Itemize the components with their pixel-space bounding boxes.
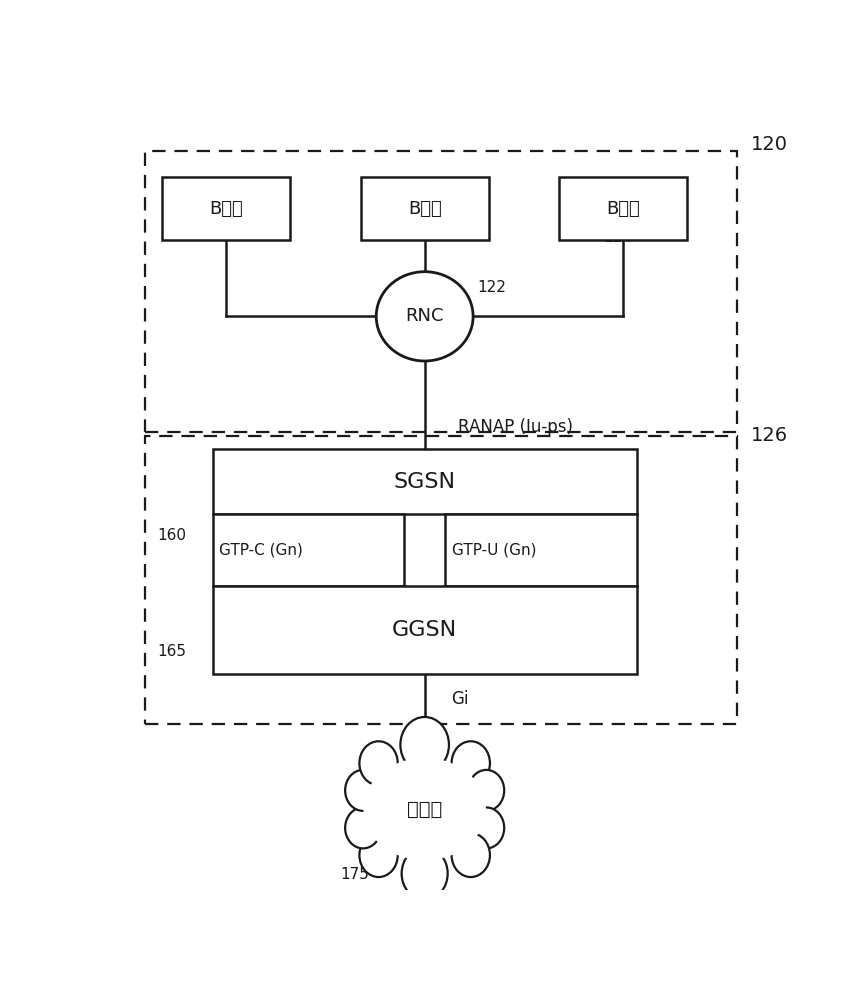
Polygon shape xyxy=(213,586,636,674)
Polygon shape xyxy=(445,514,636,586)
Ellipse shape xyxy=(364,758,486,860)
Text: 122: 122 xyxy=(477,280,506,295)
Text: Gi: Gi xyxy=(451,690,469,708)
Text: B节点: B节点 xyxy=(408,200,442,218)
Polygon shape xyxy=(162,177,290,240)
Ellipse shape xyxy=(376,272,473,361)
Text: 120: 120 xyxy=(751,135,788,154)
Text: 因特网: 因特网 xyxy=(407,800,443,819)
Polygon shape xyxy=(559,177,687,240)
Text: RNC: RNC xyxy=(405,307,444,325)
Circle shape xyxy=(345,770,381,811)
Polygon shape xyxy=(361,177,489,240)
Circle shape xyxy=(469,770,504,811)
Text: B节点: B节点 xyxy=(209,200,243,218)
Circle shape xyxy=(469,807,504,848)
Circle shape xyxy=(345,807,381,848)
Circle shape xyxy=(402,847,448,900)
Polygon shape xyxy=(213,449,636,514)
Text: SGSN: SGSN xyxy=(394,472,456,492)
Text: 160: 160 xyxy=(157,528,186,543)
Text: GTP-C (Gn): GTP-C (Gn) xyxy=(220,543,304,558)
Text: B节点: B节点 xyxy=(606,200,640,218)
Circle shape xyxy=(451,833,490,877)
Circle shape xyxy=(451,741,490,785)
Text: GGSN: GGSN xyxy=(392,620,457,640)
Text: 175: 175 xyxy=(340,867,370,882)
Circle shape xyxy=(359,833,398,877)
Polygon shape xyxy=(213,514,404,586)
Text: RANAP (Iu-ps): RANAP (Iu-ps) xyxy=(458,418,573,436)
Circle shape xyxy=(400,717,449,773)
Text: 126: 126 xyxy=(751,426,788,445)
Circle shape xyxy=(359,741,398,785)
Text: GTP-U (Gn): GTP-U (Gn) xyxy=(451,543,536,558)
Text: 124: 124 xyxy=(603,230,632,245)
Text: 165: 165 xyxy=(157,644,186,659)
